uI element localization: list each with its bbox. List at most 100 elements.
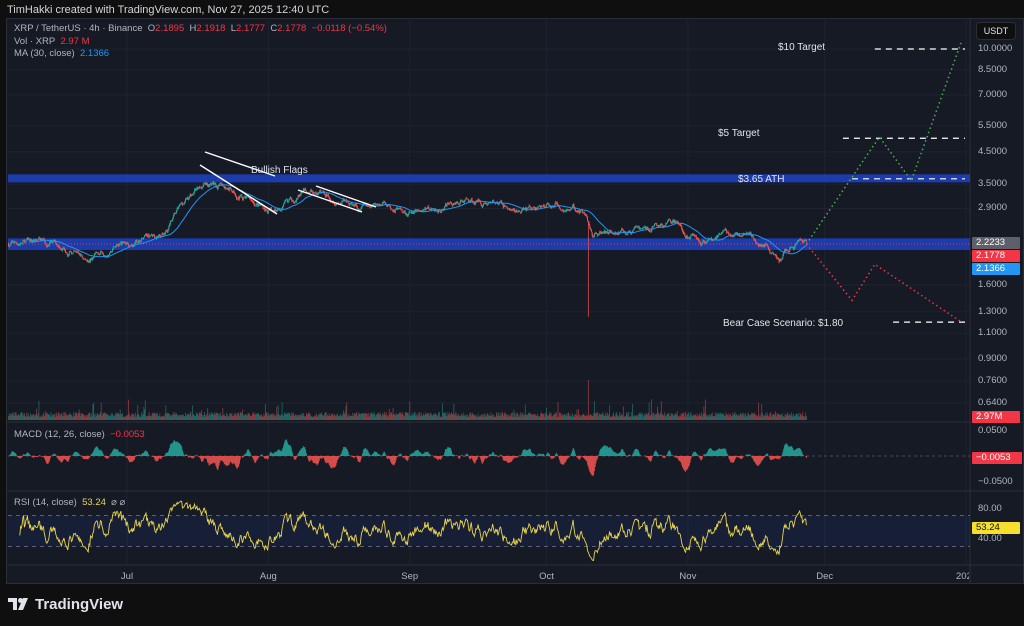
- candle-body: [205, 182, 207, 185]
- volume-bar: [406, 412, 408, 420]
- volume-bar: [702, 414, 704, 420]
- rsi-legend[interactable]: RSI (14, close) 53.24 ⌀ ⌀: [14, 497, 125, 508]
- macd-histogram-bar: [365, 449, 367, 456]
- macd-histogram-bar: [603, 445, 605, 456]
- macd-histogram-bar: [283, 442, 285, 456]
- macd-histogram-bar: [495, 455, 497, 456]
- volume-bar: [392, 407, 394, 420]
- candle-body: [170, 220, 172, 222]
- volume-bar: [794, 416, 796, 420]
- candle-body: [72, 252, 74, 254]
- tradingview-logo[interactable]: TradingView: [8, 596, 123, 613]
- macd-histogram-bar: [394, 456, 396, 463]
- candle-body: [386, 205, 388, 207]
- macd-legend[interactable]: MACD (12, 26, close) −0.0053: [14, 429, 145, 440]
- macd-histogram-bar: [381, 454, 383, 456]
- volume-bar: [535, 415, 537, 420]
- candle-body: [753, 238, 755, 240]
- currency-button[interactable]: USDT: [976, 22, 1016, 40]
- macd-histogram-bar: [649, 456, 651, 462]
- ma-legend[interactable]: MA (30, close) 2.1366: [14, 48, 109, 59]
- macd-histogram-bar: [405, 456, 407, 460]
- volume-bar: [417, 412, 419, 420]
- macd-histogram-bar: [390, 456, 392, 464]
- candle-body: [684, 234, 686, 237]
- candle-body: [167, 229, 169, 232]
- volume-bar: [469, 412, 471, 420]
- macd-histogram-bar: [805, 456, 807, 458]
- volume-bar: [357, 413, 359, 420]
- volume-legend[interactable]: Vol · XRP 2.97 M: [14, 36, 90, 47]
- macd-histogram-bar: [543, 455, 545, 456]
- candle-body: [143, 235, 145, 238]
- macd-histogram-bar: [546, 454, 548, 456]
- macd-histogram-bar: [181, 450, 183, 456]
- volume-bar: [421, 415, 423, 420]
- candle-body: [30, 239, 32, 242]
- candle-body: [548, 203, 550, 205]
- volume-bar: [641, 413, 643, 420]
- volume-bar: [667, 412, 669, 420]
- macd-histogram-bar: [124, 455, 126, 456]
- candle-body: [262, 205, 264, 209]
- volume-bar: [426, 414, 427, 420]
- candle-body: [234, 193, 236, 195]
- macd-histogram-bar: [422, 453, 424, 456]
- macd-histogram-bar: [354, 456, 356, 458]
- macd-histogram-bar: [76, 452, 78, 456]
- candle-body: [637, 226, 639, 228]
- macd-histogram-bar: [700, 456, 702, 461]
- macd-histogram-bar: [761, 456, 763, 462]
- volume-bar: [67, 414, 69, 420]
- macd-histogram-bar: [59, 456, 61, 462]
- candle-body: [787, 250, 789, 252]
- volume-bar: [567, 413, 569, 420]
- macd-histogram-bar: [77, 452, 79, 456]
- candle-body: [492, 200, 494, 202]
- candle-body: [275, 210, 277, 212]
- macd-histogram-bar: [134, 456, 136, 457]
- volume-bar: [255, 414, 256, 420]
- volume-bar: [138, 413, 139, 420]
- volume-bar: [194, 416, 196, 420]
- macd-histogram-bar: [77, 453, 79, 456]
- candle-body: [573, 204, 575, 207]
- volume-bar: [264, 415, 266, 420]
- candle-body: [270, 208, 272, 209]
- macd-histogram-bar: [598, 454, 600, 456]
- volume-bar: [29, 416, 31, 420]
- macd-histogram-bar: [531, 453, 533, 456]
- candle-body: [102, 252, 104, 254]
- volume-bar: [546, 414, 548, 420]
- macd-histogram-bar: [292, 453, 294, 456]
- candle-body: [543, 205, 545, 208]
- candle-body: [798, 240, 800, 242]
- macd-histogram-bar: [190, 456, 192, 458]
- candle-body: [564, 210, 566, 211]
- macd-histogram-bar: [500, 454, 502, 456]
- volume-bar: [219, 413, 221, 420]
- volume-bar: [206, 414, 208, 420]
- candle-body: [694, 235, 696, 237]
- macd-histogram-bar: [88, 456, 90, 459]
- symbol-name[interactable]: XRP / TetherUS · 4h · Binance: [14, 23, 143, 34]
- macd-histogram-bar: [558, 456, 560, 458]
- candle-body: [340, 202, 342, 204]
- volume-bar: [180, 416, 182, 420]
- macd-histogram-bar: [736, 456, 738, 458]
- candle-body: [333, 203, 335, 206]
- candle-body: [793, 247, 795, 250]
- candle-body: [740, 236, 742, 237]
- candle-body: [174, 213, 176, 214]
- macd-histogram-bar: [289, 445, 291, 456]
- volume-bar: [122, 416, 124, 420]
- volume-bar: [501, 412, 503, 420]
- volume-bar: [35, 414, 37, 420]
- candle-body: [465, 198, 467, 200]
- macd-histogram-bar: [674, 456, 676, 458]
- macd-histogram-bar: [507, 456, 509, 463]
- macd-histogram-bar: [208, 456, 210, 466]
- macd-histogram-bar: [112, 451, 114, 456]
- volume-bar: [135, 416, 137, 420]
